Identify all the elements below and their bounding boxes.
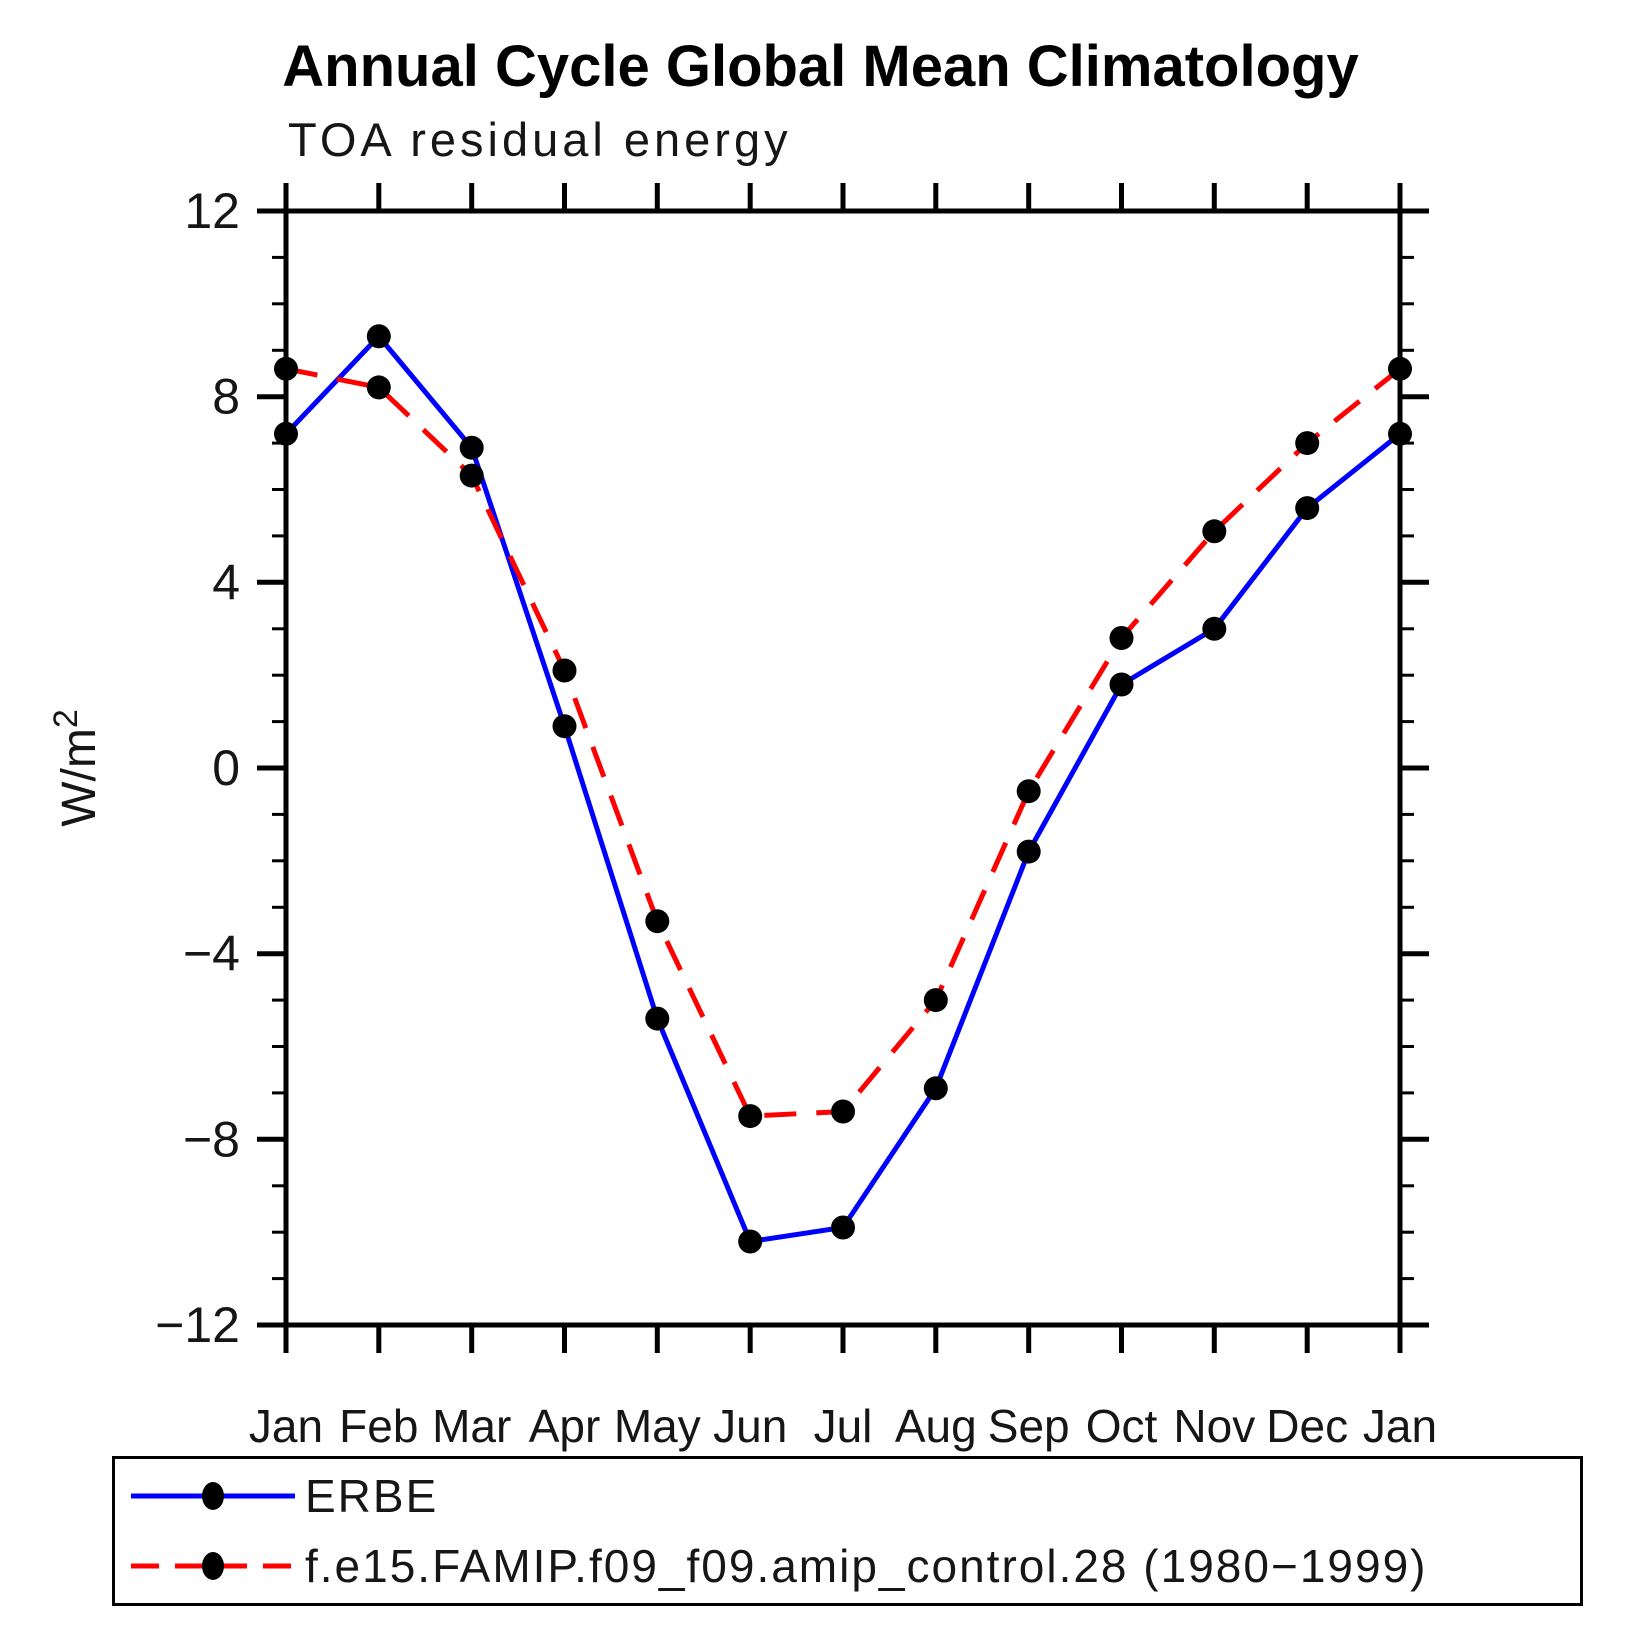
y-axis-major-ticks — [257, 208, 1429, 1328]
svg-text:Dec: Dec — [1266, 1400, 1348, 1452]
legend-box: ERBE f.e15.FAMIP.f09_f09.amip_control.28… — [112, 1456, 1583, 1606]
series-markers-1 — [274, 356, 1412, 1129]
series-line-1 — [285, 366, 1402, 1119]
legend-marker-0 — [202, 1482, 224, 1510]
svg-text:Nov: Nov — [1173, 1400, 1255, 1452]
svg-text:4: 4 — [212, 554, 240, 610]
svg-text:Jul: Jul — [814, 1400, 873, 1452]
x-axis-labels: Jan Feb Mar Apr May Jun Jul Aug Sep Oct Nov Dec Jan — [249, 1400, 1437, 1452]
x-axis-ticks — [283, 183, 1403, 1353]
svg-text:May: May — [614, 1400, 701, 1452]
svg-text:Jun: Jun — [713, 1400, 787, 1452]
legend-label-model: f.e15.FAMIP.f09_f09.amip_control.28 (198… — [305, 1540, 1428, 1592]
svg-text:−12: −12 — [155, 1297, 240, 1353]
svg-text:Jan: Jan — [249, 1400, 323, 1452]
legend-marker-1 — [202, 1552, 224, 1580]
svg-text:−8: −8 — [183, 1111, 240, 1167]
svg-text:Jan: Jan — [1363, 1400, 1437, 1452]
chart-title: Annual Cycle Global Mean Climatology — [282, 34, 1359, 99]
svg-text:12: 12 — [184, 183, 240, 239]
svg-text:Mar: Mar — [432, 1400, 511, 1452]
legend-item-erbe: ERBE — [123, 1465, 1580, 1527]
legend-item-model: f.e15.FAMIP.f09_f09.amip_control.28 (198… — [123, 1535, 1580, 1597]
svg-text:Aug: Aug — [895, 1400, 977, 1452]
svg-text:Oct: Oct — [1086, 1400, 1158, 1452]
series-markers-0 — [274, 324, 1412, 1254]
model-swatch-line-icon — [131, 1552, 295, 1580]
y-axis-title: W/m2 — [47, 709, 106, 827]
legend-label-erbe: ERBE — [305, 1470, 439, 1522]
y-axis-labels: 12 8 4 0 −4 −8 −12 — [155, 183, 240, 1353]
plot-frame — [283, 208, 1403, 1328]
svg-text:Sep: Sep — [988, 1400, 1070, 1452]
svg-text:0: 0 — [212, 740, 240, 796]
erbe-swatch-line-icon — [131, 1482, 295, 1510]
svg-text:W/m2: W/m2 — [47, 709, 106, 827]
svg-text:Feb: Feb — [339, 1400, 418, 1452]
svg-text:8: 8 — [212, 369, 240, 425]
svg-text:−4: −4 — [183, 926, 240, 982]
svg-text:Apr: Apr — [529, 1400, 601, 1452]
chart-subtitle: TOA residual energy — [288, 113, 792, 166]
